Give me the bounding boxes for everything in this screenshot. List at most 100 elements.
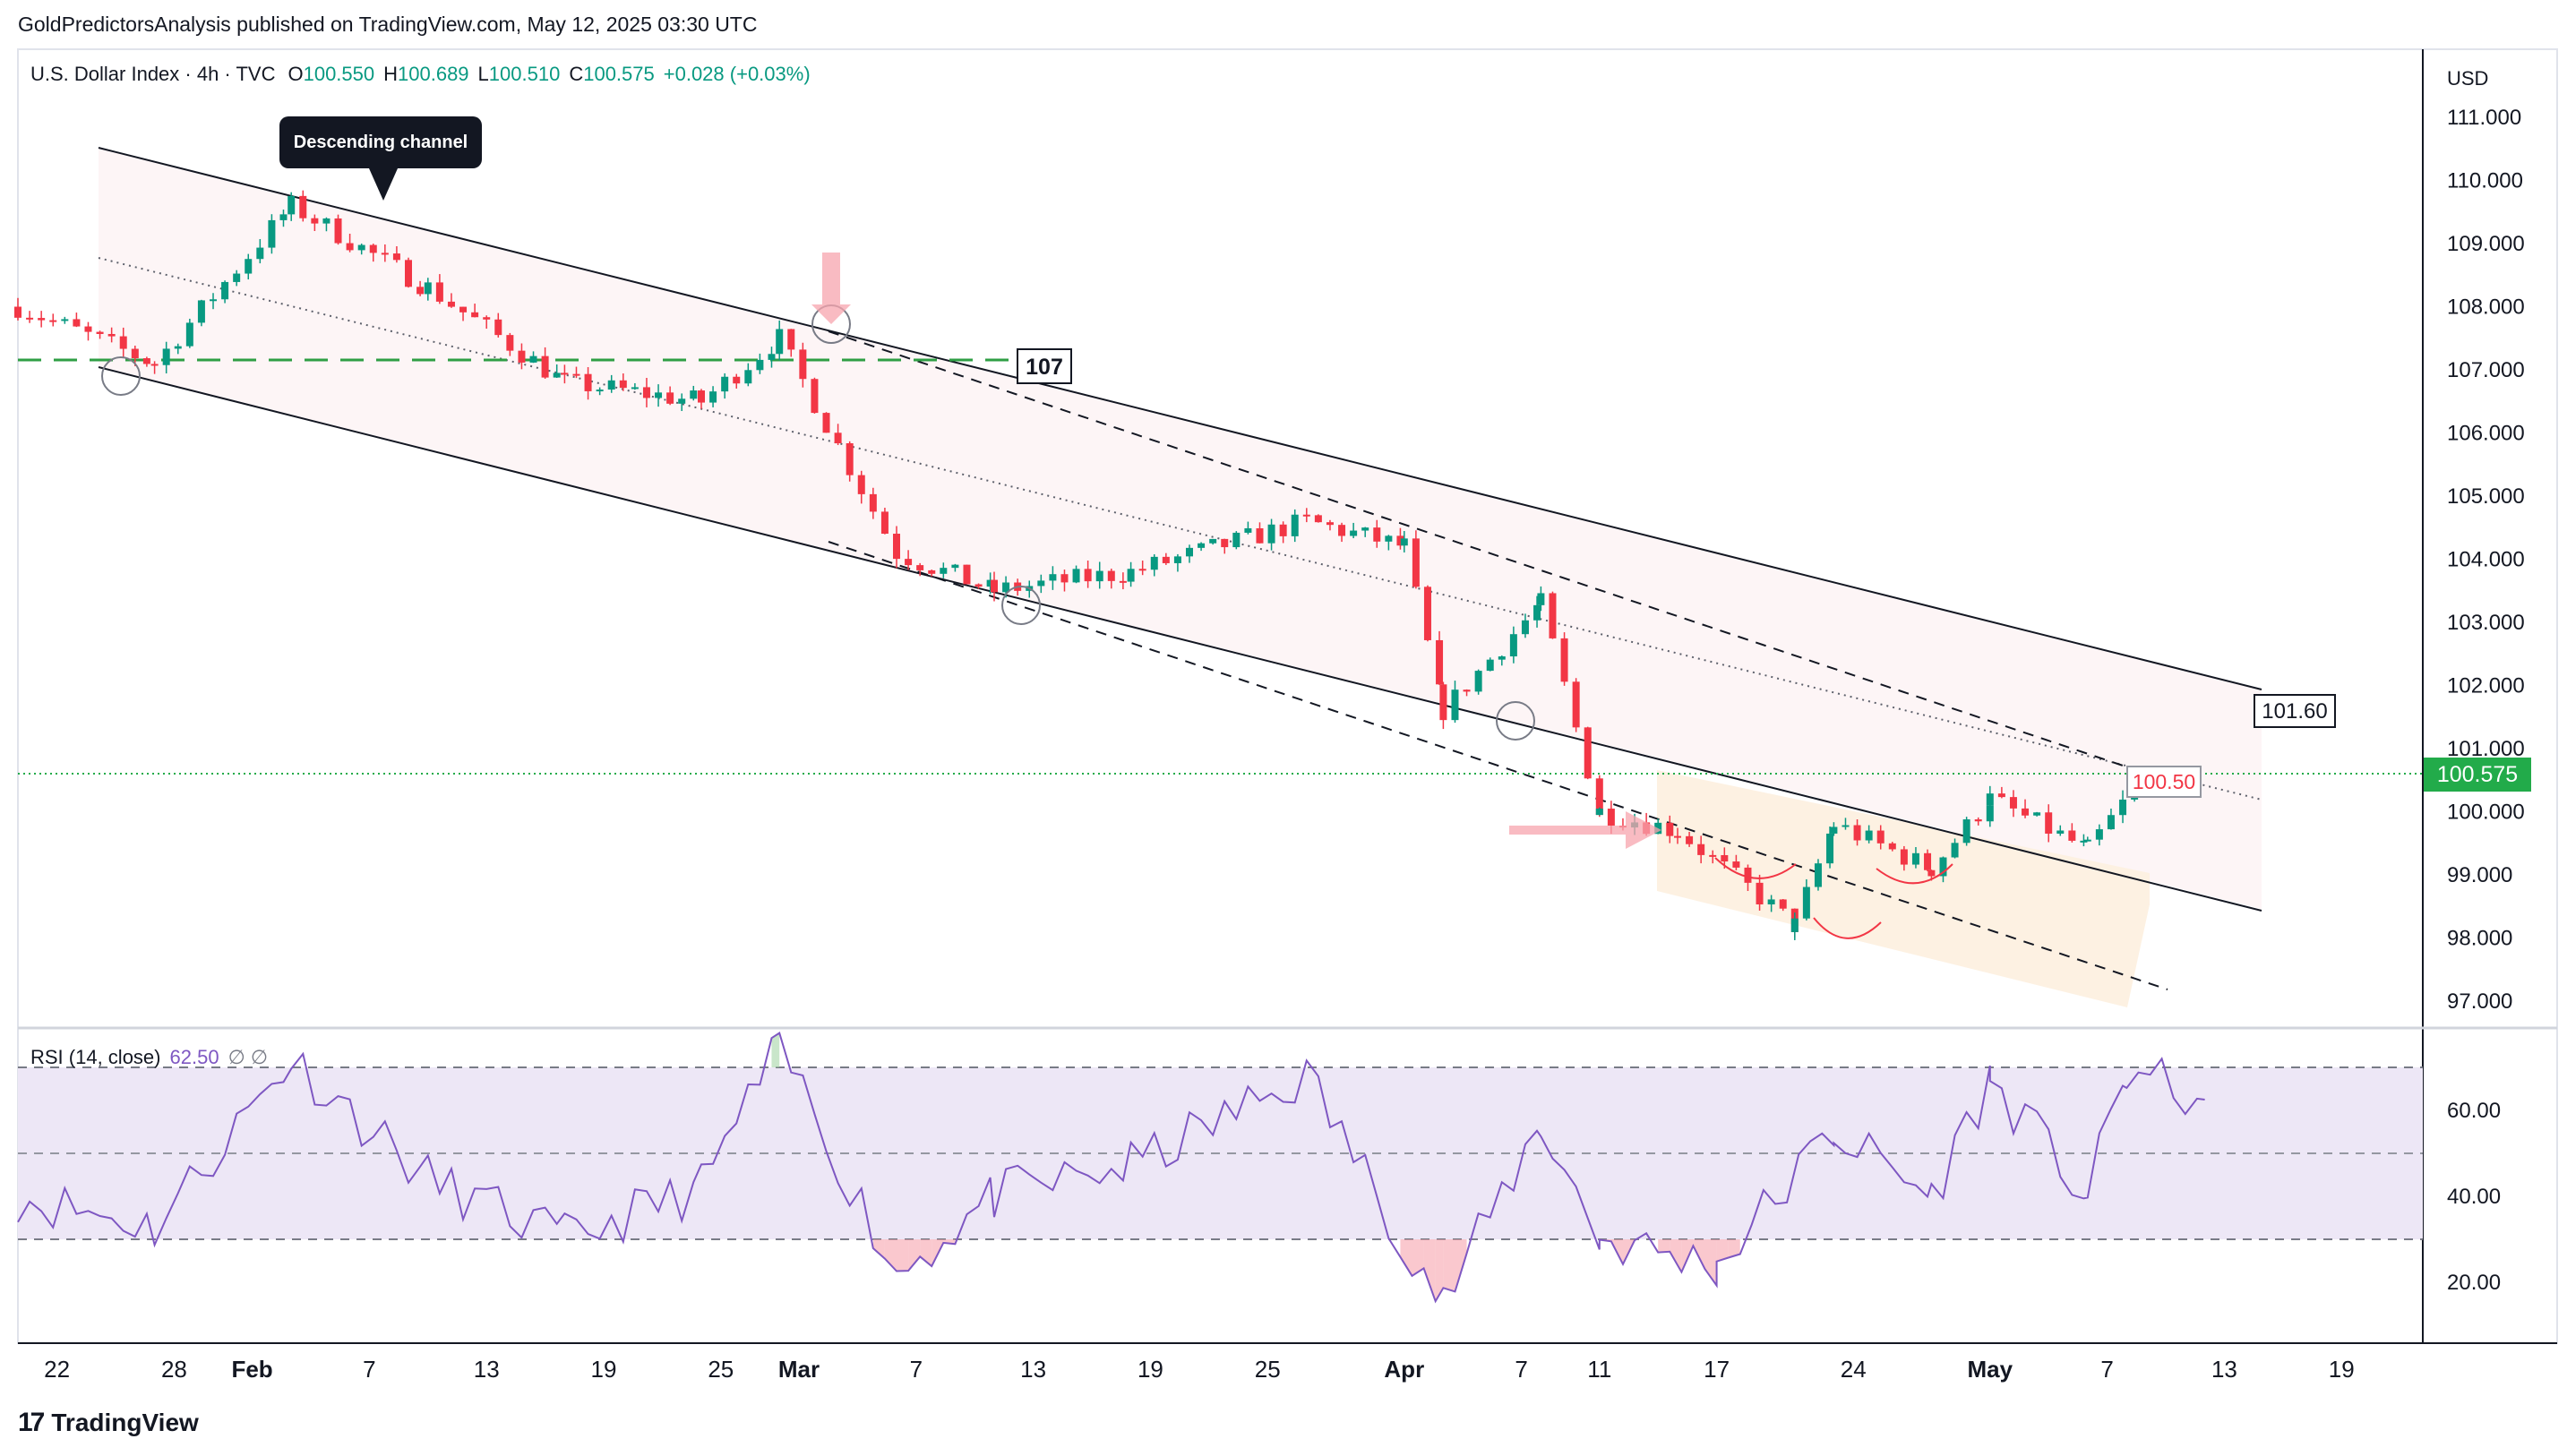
candle-body: [1244, 527, 1252, 533]
candle-body: [963, 564, 971, 585]
last-price-text: 100.575: [2437, 762, 2518, 787]
candle-body: [299, 195, 307, 218]
candle-body: [2095, 829, 2103, 840]
candle-body: [471, 312, 479, 318]
candle-body: [1221, 538, 1229, 548]
candle-body: [185, 322, 193, 347]
candle-body: [1802, 886, 1810, 919]
candle-body: [1674, 835, 1681, 838]
candle-body: [1002, 582, 1010, 593]
candle-body: [1049, 574, 1057, 581]
candle-body: [940, 568, 948, 574]
candle-body: [928, 570, 936, 574]
candle-body: [416, 287, 425, 295]
candle-body: [2107, 815, 2115, 830]
rsi-overbought-fill: [771, 1032, 780, 1067]
time-tick: 25: [708, 1356, 734, 1383]
candle-body: [245, 259, 253, 274]
candle-body: [1779, 899, 1787, 909]
arc-3: [1876, 863, 1953, 885]
candle-body: [268, 219, 276, 248]
candle-body: [1107, 570, 1115, 581]
time-tick: 13: [474, 1356, 500, 1383]
candle-body: [1127, 569, 1135, 582]
legend-low-label: L: [478, 63, 489, 85]
candle-body: [893, 534, 900, 560]
candle-body: [1686, 835, 1694, 844]
descending-channel-callout: Descending channel: [279, 116, 482, 201]
touch-circle-3: [1001, 586, 1041, 625]
candle-body: [150, 364, 159, 366]
candle-body: [1072, 569, 1080, 583]
candle-body: [1900, 849, 1908, 865]
candle-body: [1385, 535, 1393, 542]
currency-label: USD: [2447, 67, 2488, 90]
rsi-oversold-fill: [897, 1239, 909, 1272]
candle-body: [14, 306, 21, 318]
candle-body: [162, 348, 170, 365]
price-axis: 111.000 110.000 109.000 108.000 107.000 106.0…: [2447, 106, 2525, 1014]
candle-body: [49, 320, 57, 322]
candle-body: [698, 390, 705, 403]
candle-body: [311, 218, 319, 224]
candle-body: [974, 584, 983, 587]
channel-mid-dotted: [98, 257, 2262, 801]
rsi-oversold-fill: [1658, 1239, 1670, 1253]
candle-body: [1267, 524, 1275, 544]
last-price-badge: 100.575: [2424, 758, 2531, 792]
candle-body: [1291, 514, 1299, 536]
time-tick: 19: [1138, 1356, 1163, 1383]
candles-group: [14, 190, 2162, 940]
candle-body: [951, 564, 959, 569]
candle-body: [1439, 684, 1447, 721]
candle-body: [1095, 570, 1103, 582]
candle-body: [447, 301, 455, 307]
price-tick: 105.000: [2447, 484, 2525, 509]
candle-body: [1474, 671, 1482, 692]
channel-shade: [99, 148, 2262, 909]
candle-body: [1373, 527, 1381, 542]
rsi-oversold-fill: [1455, 1239, 1467, 1292]
channel-lower-line: [98, 366, 2262, 912]
rsi-tick: 20.00: [2447, 1271, 2501, 1295]
rsi-oversold-fill: [1704, 1239, 1717, 1286]
touch-circle-4: [1496, 701, 1535, 741]
candle-body: [221, 281, 229, 300]
candle-body: [756, 359, 764, 371]
time-tick: 17: [1704, 1356, 1730, 1383]
candle-body: [1338, 525, 1346, 536]
candle-body: [666, 392, 674, 404]
legend-change: +0.028 (+0.03%): [664, 63, 811, 85]
candle-body: [1423, 587, 1431, 640]
price-tick: 106.000: [2447, 422, 2525, 446]
candle-body: [1209, 538, 1217, 544]
candle-body: [1549, 593, 1557, 638]
candle-body: [1888, 843, 1896, 850]
candle-body: [107, 333, 116, 337]
time-tick: 19: [2329, 1356, 2355, 1383]
candle-body: [174, 346, 182, 349]
candle-body: [991, 579, 998, 593]
candle-body: [424, 282, 432, 295]
time-tick: 11: [1587, 1356, 1611, 1383]
candle-body: [392, 253, 400, 261]
candle-body: [210, 299, 217, 302]
candle-body: [518, 350, 526, 363]
tradingview-logo-icon: 17: [18, 1408, 45, 1437]
candle-body: [2033, 812, 2041, 816]
rsi-oversold-fill: [1716, 1239, 1729, 1262]
publisher-line: GoldPredictorsAnalysis published on Trad…: [18, 13, 758, 36]
label-101-60: 101.60: [2254, 694, 2336, 728]
candle-body: [678, 398, 686, 404]
price-tick: 101.000: [2447, 737, 2525, 761]
candle-body: [1314, 515, 1322, 523]
price-tick: 110.000: [2447, 169, 2523, 193]
label-107: 107: [1017, 348, 1072, 384]
candle-body: [322, 218, 331, 224]
candle-body: [357, 244, 365, 251]
candle-body: [131, 348, 139, 359]
candle-body: [1697, 844, 1705, 855]
pink-down-arrow: [811, 253, 851, 324]
rsi-oversold-fill: [1728, 1239, 1740, 1258]
candle-body: [709, 391, 717, 403]
